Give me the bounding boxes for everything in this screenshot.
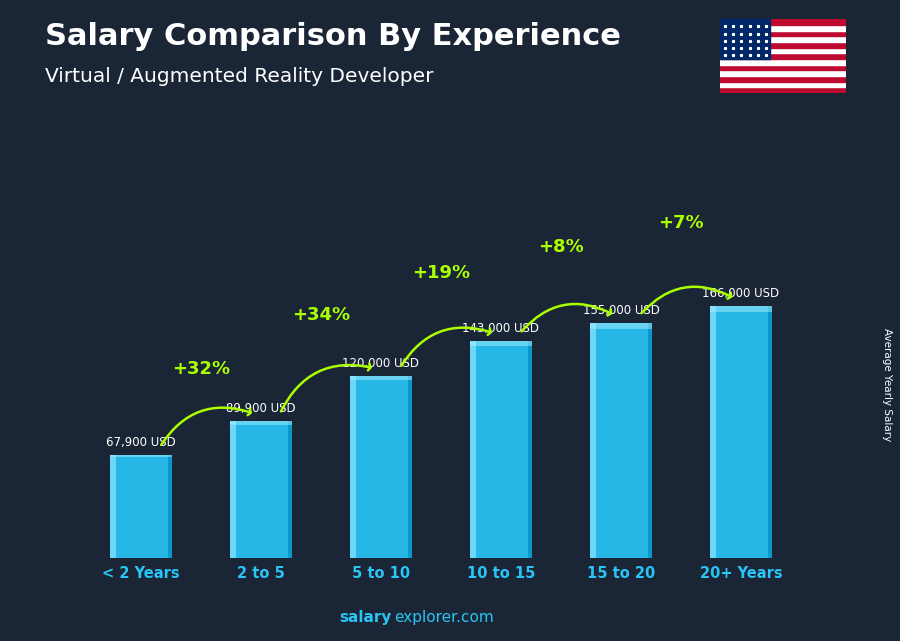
Bar: [720, 87, 846, 93]
Bar: [720, 53, 846, 59]
Text: Virtual / Augmented Reality Developer: Virtual / Augmented Reality Developer: [45, 67, 434, 87]
Bar: [350, 376, 412, 380]
Text: Average Yearly Salary: Average Yearly Salary: [881, 328, 892, 441]
Text: 155,000 USD: 155,000 USD: [582, 304, 660, 317]
Bar: [408, 376, 412, 558]
Bar: [720, 25, 846, 31]
Bar: [720, 59, 846, 65]
Bar: [110, 455, 116, 558]
Bar: [470, 341, 476, 558]
Bar: [720, 81, 846, 87]
Bar: [470, 341, 532, 558]
Bar: [470, 341, 532, 346]
Bar: [230, 422, 292, 558]
Text: salary: salary: [339, 610, 392, 625]
Bar: [287, 422, 292, 558]
Bar: [590, 323, 652, 558]
Text: 143,000 USD: 143,000 USD: [463, 322, 539, 335]
Bar: [230, 422, 292, 425]
Bar: [527, 341, 532, 558]
Bar: [590, 323, 596, 558]
Bar: [167, 455, 172, 558]
Bar: [710, 306, 772, 558]
Bar: [350, 376, 356, 558]
Bar: [720, 76, 846, 81]
Bar: [720, 65, 846, 71]
Text: explorer.com: explorer.com: [394, 610, 494, 625]
Text: 120,000 USD: 120,000 USD: [343, 357, 419, 370]
Text: +19%: +19%: [412, 264, 471, 282]
Text: 67,900 USD: 67,900 USD: [106, 436, 176, 449]
Text: +32%: +32%: [172, 360, 230, 378]
Bar: [720, 19, 846, 25]
Text: 166,000 USD: 166,000 USD: [702, 287, 779, 300]
Bar: [710, 306, 772, 312]
Bar: [350, 376, 412, 558]
Bar: [720, 31, 846, 37]
Bar: [110, 455, 172, 458]
Bar: [647, 323, 652, 558]
Bar: [590, 323, 652, 329]
Bar: [720, 19, 770, 59]
Bar: [110, 455, 172, 558]
Bar: [720, 71, 846, 76]
Bar: [710, 306, 716, 558]
Bar: [230, 422, 236, 558]
Bar: [720, 37, 846, 42]
Text: Salary Comparison By Experience: Salary Comparison By Experience: [45, 22, 621, 51]
Text: +34%: +34%: [292, 306, 350, 324]
Text: +8%: +8%: [538, 238, 584, 256]
Bar: [768, 306, 772, 558]
Bar: [720, 42, 846, 47]
Text: 89,900 USD: 89,900 USD: [226, 403, 296, 415]
Text: +7%: +7%: [659, 214, 704, 232]
Bar: [720, 47, 846, 53]
